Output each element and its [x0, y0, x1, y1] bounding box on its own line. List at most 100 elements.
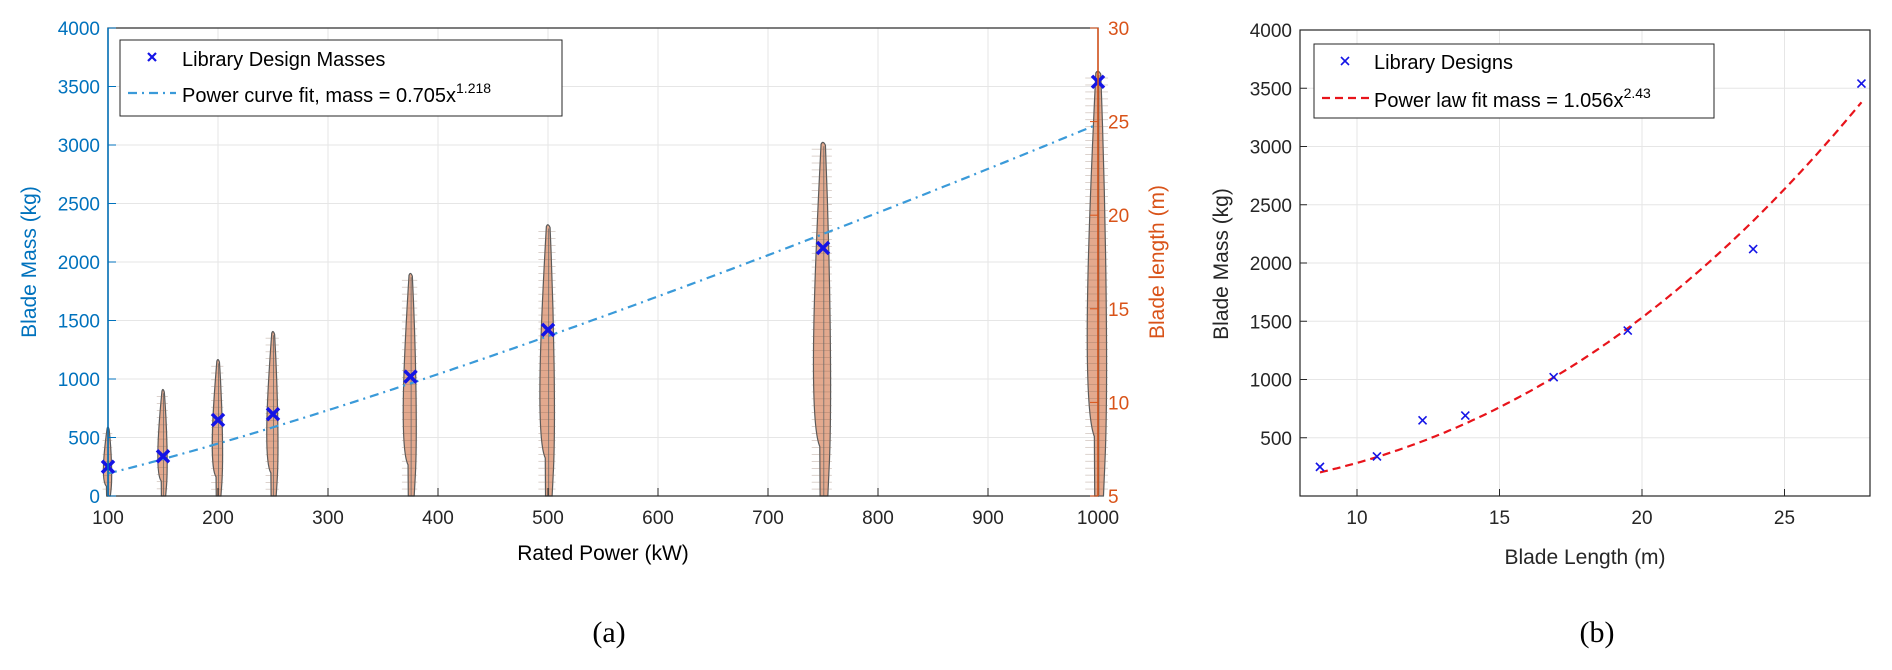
chart-b-marker	[1315, 462, 1325, 472]
chart-b-x-tick-label: 15	[1489, 508, 1510, 529]
blade-shape	[401, 272, 418, 497]
chart-b-marker	[1417, 415, 1428, 425]
chart-a-y2-tick-label: 20	[1108, 206, 1129, 227]
blade-shape	[811, 141, 832, 497]
chart-b-y-tick-label: 1500	[1250, 312, 1292, 333]
chart-a: 100 200 300 400 500 600 700 800 900 1000 0 500 1000…	[18, 19, 1169, 649]
chart-a-marker	[815, 240, 831, 256]
chart-a-marker-stroke-2	[265, 406, 281, 422]
chart-b-fit-curve	[1319, 101, 1863, 474]
chart-a-x-tick-label: 900	[972, 508, 1004, 529]
blade-shape	[156, 388, 168, 497]
chart-a-y-tick-label: 1000	[58, 370, 100, 391]
blade-shape	[538, 224, 556, 497]
chart-a-caption: (a)	[592, 616, 625, 649]
chart-a-x-tick-label: 100	[92, 508, 124, 529]
blade-shape	[211, 358, 224, 497]
chart-a-y-tick-label: 3500	[58, 78, 100, 99]
chart-b-marker-stroke-2	[1856, 79, 1867, 89]
chart-b-marker	[1549, 372, 1559, 382]
chart-b-y-tick-label: 3500	[1250, 79, 1292, 100]
chart-a-marker-stroke-2	[403, 369, 418, 384]
chart-a-legend-cross	[147, 52, 157, 62]
chart-a-y2-tick-label: 30	[1108, 19, 1129, 40]
chart-b-y-tick-label: 500	[1260, 429, 1292, 450]
chart-a-fit-curve	[107, 123, 1099, 475]
chart-a-y-tick-label: 4000	[58, 19, 100, 40]
chart-b-x-tick-label: 10	[1346, 508, 1367, 529]
chart-a-y-label: Blade Mass (kg)	[18, 186, 41, 338]
chart-a-marker-stroke-2	[540, 322, 556, 338]
chart-a-y-tick-label: 500	[68, 429, 100, 450]
chart-a-marker	[155, 448, 171, 464]
chart-a-x-tick-label: 400	[422, 508, 454, 529]
chart-b-y-tick-label: 4000	[1250, 21, 1292, 42]
chart-a-y-tick-label: 3000	[58, 136, 100, 157]
chart-b-legend-marker	[1340, 56, 1350, 66]
blade-outline	[1086, 70, 1108, 497]
chart-b-markers	[1315, 79, 1867, 472]
chart-a-y-tick-label: 2000	[58, 253, 100, 274]
chart-a-x-label: Rated Power (kW)	[517, 542, 689, 565]
blade-outline	[157, 388, 168, 497]
chart-a-legend-label-2-exp: 1.218	[456, 80, 491, 96]
chart-b-legend-cross-stroke-2	[1340, 56, 1350, 66]
chart-b-legend-label-2: Power law fit mass = 1.056x2.43	[1374, 85, 1651, 112]
chart-b-marker	[1623, 326, 1633, 336]
chart-b-x-tick-label: 25	[1774, 508, 1795, 529]
chart-b-marker-stroke-2	[1315, 462, 1325, 472]
chart-b-y-tick-label: 1000	[1250, 371, 1292, 392]
chart-b-marker	[1748, 244, 1758, 254]
chart-a-marker	[265, 406, 281, 422]
chart-a-legend: Library Design Masses Power curve fit, m…	[119, 39, 563, 117]
chart-a-legend-label-1: Library Design Masses	[182, 49, 385, 71]
chart-b-marker-stroke-2	[1460, 411, 1470, 421]
chart-a-marker	[540, 322, 556, 338]
chart-a-legend-cross-stroke-2	[147, 52, 157, 62]
chart-a-x-tick-label: 1000	[1077, 508, 1119, 529]
chart-a-marker	[210, 412, 226, 428]
chart-b-marker-stroke-2	[1549, 372, 1559, 382]
chart-b-marker-stroke-2	[1372, 451, 1382, 461]
chart-a-legend-label-2-text: Power curve fit, mass = 0.705x	[182, 85, 456, 107]
chart-a-x-tick-label: 200	[202, 508, 234, 529]
blade-outline	[539, 224, 556, 497]
chart-b-marker-stroke-2	[1748, 244, 1758, 254]
chart-b-marker	[1856, 79, 1867, 89]
chart-a-y2-ticks: 5 10 15 20 25 30	[1090, 19, 1129, 508]
chart-b-x-label: Blade Length (m)	[1504, 546, 1665, 569]
chart-b-marker	[1372, 451, 1382, 461]
chart-b-legend-cross	[1340, 56, 1350, 66]
chart-b: 10 15 20 25 500 1000 1500 2000 2500 3000 3500 4000…	[1210, 21, 1871, 649]
chart-a-y-tick-label: 1500	[58, 312, 100, 333]
chart-a-legend-marker	[147, 52, 157, 62]
chart-b-legend-label-2-exp: 2.43	[1624, 85, 1651, 101]
chart-b-legend: Library Designs Power law fit mass = 1.0…	[1313, 43, 1715, 119]
chart-a-x-tick-label: 800	[862, 508, 894, 529]
chart-a-y-tick-label: 2500	[58, 195, 100, 216]
blade-outline	[812, 141, 832, 497]
chart-a-marker	[403, 369, 418, 384]
chart-a-x-tick-label: 500	[532, 508, 564, 529]
chart-a-marker-stroke-2	[155, 448, 171, 464]
chart-b-legend-box	[1313, 43, 1715, 119]
chart-a-y2-tick-label: 5	[1108, 487, 1119, 508]
chart-a-blade-shapes	[102, 70, 1109, 497]
chart-b-y-ticks: 500 1000 1500 2000 2500 3000 3500 4000	[1250, 21, 1307, 450]
chart-b-marker	[1460, 411, 1470, 421]
chart-a-markers	[100, 74, 1106, 474]
chart-b-y-tick-label: 3000	[1250, 138, 1292, 159]
blade-shape	[1085, 70, 1109, 497]
chart-b-y-label: Blade Mass (kg)	[1210, 188, 1233, 340]
chart-a-y-ticks: 0 500 1000 1500 2000 2500 3000 3500 4000	[58, 19, 116, 508]
chart-b-x-tick-label: 20	[1631, 508, 1652, 529]
chart-a-y2-tick-label: 15	[1108, 300, 1129, 321]
chart-b-legend-label-1: Library Designs	[1374, 52, 1513, 74]
chart-a-marker-stroke-2	[815, 240, 831, 256]
chart-a-y2-tick-label: 25	[1108, 113, 1129, 134]
chart-b-marker-stroke-2	[1417, 415, 1428, 425]
chart-a-y-tick-label: 0	[89, 487, 100, 508]
chart-b-x-ticks: 10 15 20 25	[1346, 489, 1795, 529]
chart-b-marker-stroke-2	[1623, 326, 1633, 336]
